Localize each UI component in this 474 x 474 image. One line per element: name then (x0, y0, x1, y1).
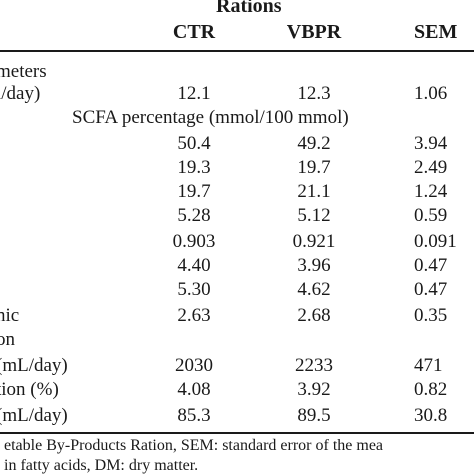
group-header: Rations (216, 0, 282, 17)
table-cell: 2030 (175, 355, 213, 376)
table-cell: 89.5 (297, 405, 331, 426)
row-label: meters (0, 61, 47, 82)
table-cell: 50.4 (177, 133, 211, 154)
table-cell: 30.8 (414, 405, 448, 426)
column-header-ctr: CTR (172, 21, 216, 43)
table-cell: 19.7 (177, 181, 211, 202)
table-cell: 2233 (295, 355, 333, 376)
table-cell: 5.30 (177, 279, 211, 300)
table-cell: 0.59 (414, 205, 448, 226)
table-cell: 49.2 (297, 133, 331, 154)
footnote-line: in fatty acids, DM: dry matter. (4, 457, 199, 474)
table-cell: 85.3 (177, 405, 211, 426)
row-label: nic (0, 305, 20, 326)
table-cell: 2.68 (297, 305, 331, 326)
table-cell: 5.28 (177, 205, 211, 226)
table-cell: 0.921 (292, 231, 336, 252)
table-cell: 3.96 (297, 255, 331, 276)
table-cell: 4.08 (177, 379, 211, 400)
table-cell: 471 (414, 355, 443, 376)
row-label: (mL/day) (0, 405, 68, 426)
table-cell: 4.40 (177, 255, 211, 276)
table-cell: 0.47 (414, 255, 448, 276)
table-cell: 0.47 (414, 279, 448, 300)
table-cell: 2.49 (414, 157, 448, 178)
table-cell: 12.1 (177, 83, 211, 104)
table-cell: 0.903 (172, 231, 216, 252)
table-cell: 21.1 (297, 181, 331, 202)
table-cell: 19.7 (297, 157, 331, 178)
table-cell: 2.63 (177, 305, 211, 326)
section-subheading: SCFA percentage (mmol/100 mmol) (72, 107, 349, 128)
table-cell: 3.94 (414, 133, 448, 154)
table-cell: 3.92 (297, 379, 331, 400)
column-header-sem: SEM (414, 21, 458, 43)
table-cell: 19.3 (177, 157, 211, 178)
bottom-rule (0, 432, 474, 434)
table-cell: 4.62 (297, 279, 331, 300)
row-label: l/day) (0, 83, 41, 104)
row-label: tion (%) (0, 379, 59, 400)
table-cell: 1.24 (414, 181, 448, 202)
header-rule (0, 50, 474, 52)
row-label: on (0, 329, 15, 350)
table-cell: 5.12 (297, 205, 331, 226)
row-label: (mL/day) (0, 355, 68, 376)
table-cell: 1.06 (414, 83, 448, 104)
footnote-line: etable By-Products Ration, SEM: standard… (4, 437, 384, 454)
table-cell: 0.82 (414, 379, 448, 400)
table-cell: 0.091 (414, 231, 457, 252)
table-cell: 0.35 (414, 305, 448, 326)
table-cell: 12.3 (297, 83, 331, 104)
column-header-vbpr: VBPR (286, 21, 342, 43)
